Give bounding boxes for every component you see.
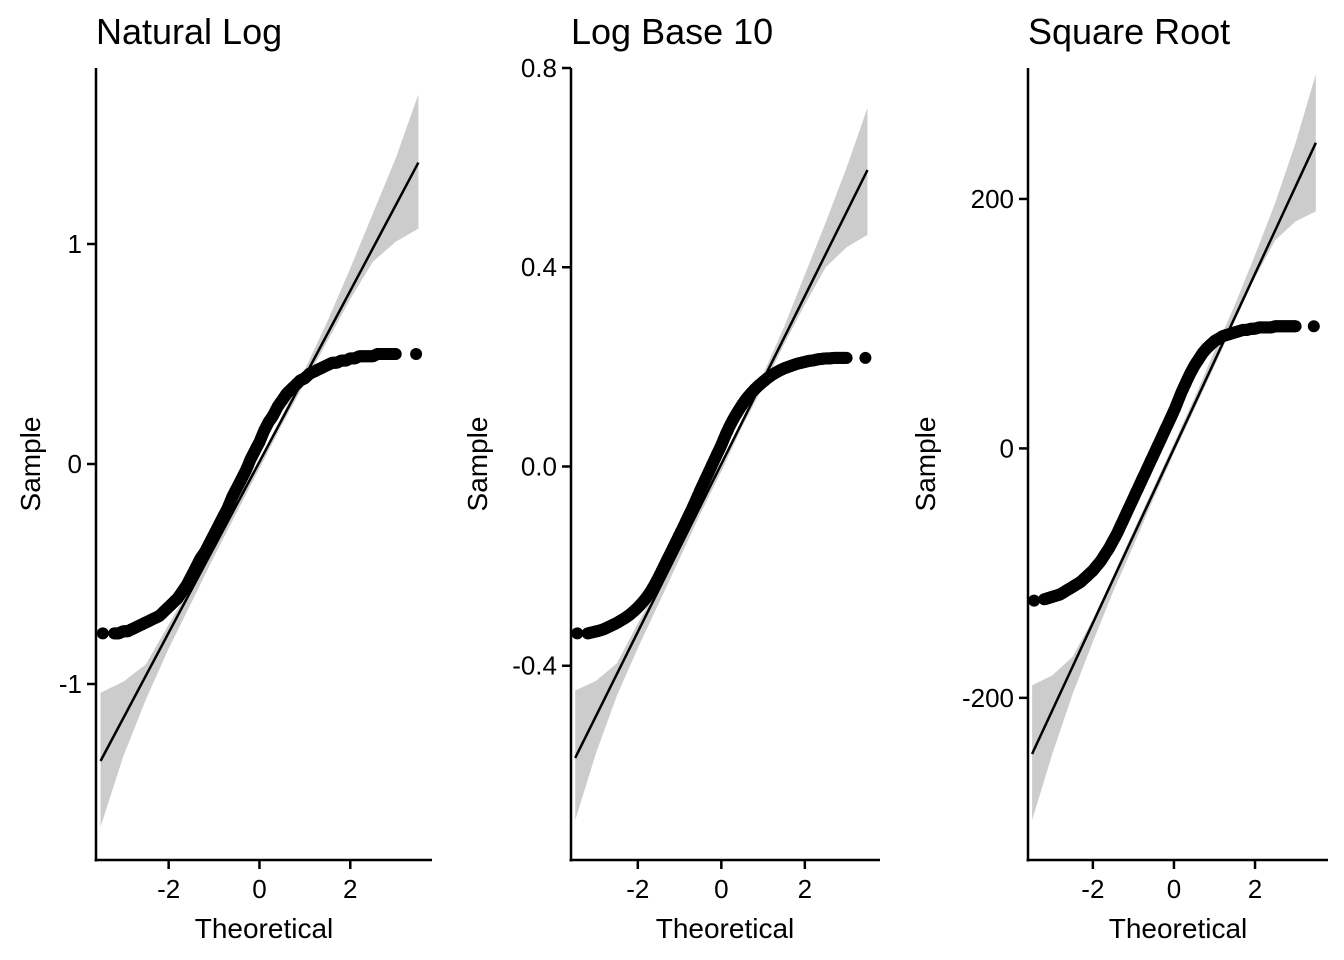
sample-points-layer bbox=[96, 348, 423, 640]
x-tick-label: -2 bbox=[1081, 874, 1104, 904]
x-tick-label: 0 bbox=[1167, 874, 1181, 904]
reference-line bbox=[1030, 142, 1317, 755]
panel-log-base-10: Log Base 10 -2 0 2 -0.4 0.0 0.4 0.8 Theoretica… bbox=[462, 11, 880, 944]
sample-points-layer bbox=[1028, 320, 1320, 607]
x-tick-label: 2 bbox=[798, 874, 812, 904]
x-tick-label: 0 bbox=[252, 874, 266, 904]
y-tick-label: 0.0 bbox=[521, 451, 557, 481]
data-point bbox=[1028, 594, 1041, 607]
y-tick-label: -1 bbox=[59, 669, 82, 699]
panel-title: Square Root bbox=[1028, 11, 1230, 52]
y-axis-label: Sample bbox=[462, 417, 493, 512]
data-point bbox=[1307, 320, 1320, 333]
x-tick-label: 2 bbox=[1248, 874, 1262, 904]
y-tick-label: 1 bbox=[68, 229, 82, 259]
panel-square-root: Square Root -2 0 2 -200 0 200 Theoretical Sam… bbox=[910, 11, 1328, 944]
x-axis-label: Theoretical bbox=[656, 913, 795, 944]
data-point bbox=[571, 627, 584, 640]
x-axis-label: Theoretical bbox=[195, 913, 334, 944]
x-tick-label: 0 bbox=[714, 874, 728, 904]
data-point bbox=[1289, 320, 1302, 333]
axis-layer: -2 0 2 -200 0 200 bbox=[962, 68, 1328, 904]
axis-layer: -2 0 2 -1 0 1 bbox=[59, 68, 432, 904]
x-axis-label: Theoretical bbox=[1109, 913, 1248, 944]
y-tick-label: 0 bbox=[1000, 433, 1014, 463]
y-tick-label: 200 bbox=[971, 184, 1014, 214]
y-tick-label: 0.4 bbox=[521, 252, 557, 282]
y-axis-label: Sample bbox=[15, 417, 46, 512]
reference-line bbox=[99, 162, 420, 762]
data-point bbox=[389, 348, 402, 360]
axis-layer: -2 0 2 -0.4 0.0 0.4 0.8 bbox=[512, 53, 880, 904]
x-tick-label: -2 bbox=[157, 874, 180, 904]
data-point bbox=[859, 351, 872, 364]
panel-title: Log Base 10 bbox=[571, 11, 773, 52]
panel-natural-log: Natural Log -2 0 2 -1 0 1 Theoretical Sample bbox=[15, 11, 432, 944]
panel-title: Natural Log bbox=[96, 11, 282, 52]
y-tick-label: 0 bbox=[68, 449, 82, 479]
sample-points-layer bbox=[571, 351, 872, 640]
data-point bbox=[840, 351, 853, 364]
reference-line-layer bbox=[99, 162, 420, 762]
data-point bbox=[96, 627, 109, 640]
y-axis-label: Sample bbox=[910, 417, 941, 512]
y-tick-label: -200 bbox=[962, 683, 1014, 713]
reference-line bbox=[574, 169, 869, 759]
y-tick-label: -0.4 bbox=[512, 651, 557, 681]
data-point bbox=[410, 348, 423, 360]
x-tick-label: -2 bbox=[626, 874, 649, 904]
x-tick-label: 2 bbox=[343, 874, 357, 904]
reference-line-layer bbox=[1030, 142, 1317, 755]
y-tick-label: 0.8 bbox=[521, 53, 557, 83]
reference-line-layer bbox=[574, 169, 869, 759]
